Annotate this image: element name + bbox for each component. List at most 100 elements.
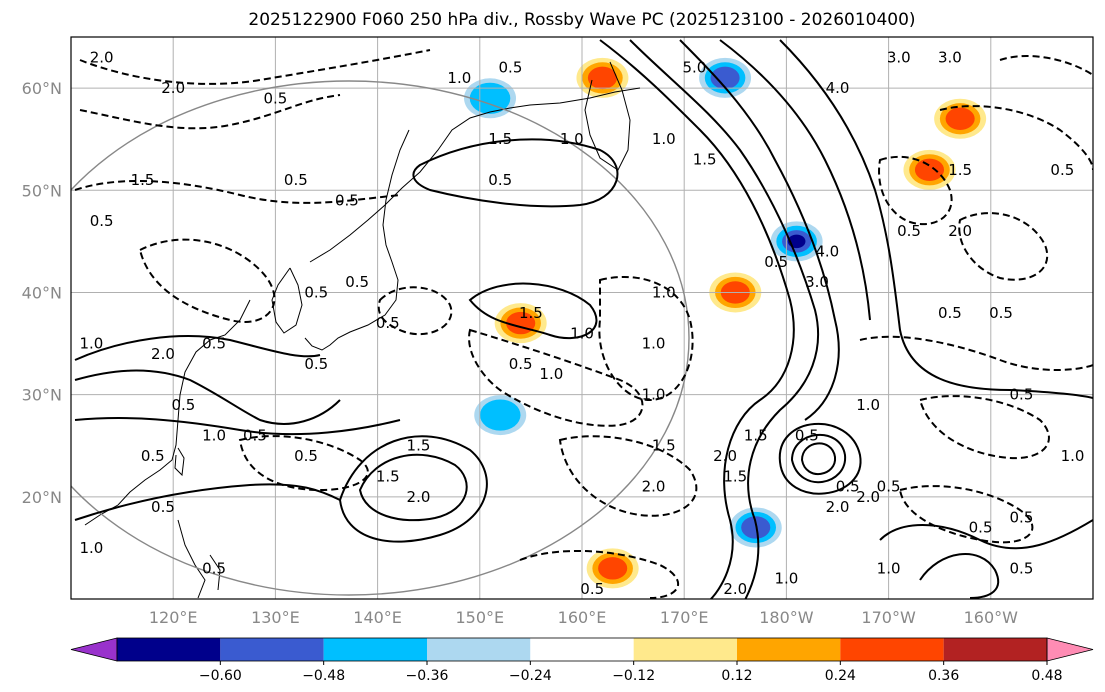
- divergence-blob-1-level-2: [710, 66, 740, 90]
- contour-label-20: 0.5: [897, 222, 921, 240]
- contour-label-17: 4.0: [815, 243, 839, 261]
- contour-positive-6: [468, 282, 598, 340]
- contour-label-53: 2.0: [713, 447, 737, 465]
- contour-label-27: 0.5: [304, 283, 328, 301]
- divergence-blob-0-level-2: [587, 66, 617, 90]
- contour-label-48: 1.0: [642, 335, 666, 353]
- contour-negative-25: [598, 275, 694, 402]
- colorbar-tick-label-7: 0.36: [928, 668, 959, 684]
- contour-label-16: 3.0: [938, 48, 962, 66]
- contour-label-31: 1.0: [80, 335, 104, 353]
- colorbar-tick-label-6: 0.24: [825, 668, 856, 684]
- contour-negative-27: [519, 549, 680, 599]
- coastline-korea: [271, 267, 303, 334]
- contour-label-9: 1.5: [488, 130, 512, 148]
- contour-label-63: 2.0: [723, 580, 747, 598]
- lon-tick-label-180: 180°W: [759, 608, 814, 627]
- gridlines: [71, 37, 1093, 599]
- lon-tick-label-140: 140°E: [353, 608, 402, 627]
- colorbar-tick-label-4: −0.12: [612, 668, 655, 684]
- contour-negative-31: [918, 395, 1050, 460]
- contour-positive-11: [778, 422, 862, 495]
- contour-label-47: 1.0: [652, 283, 676, 301]
- colorbar-segment-1: [220, 638, 324, 661]
- contour-label-44: 1.0: [570, 324, 594, 342]
- contour-label-21: 2.0: [948, 222, 972, 240]
- contour-label-2: 0.5: [263, 89, 287, 107]
- colorbar-segment-0: [117, 638, 221, 661]
- contour-label-13: 5.0: [682, 59, 706, 77]
- contour-negative-24: [468, 328, 644, 427]
- contour-label-5: 0.5: [335, 191, 359, 209]
- contour-label-39: 0.5: [202, 559, 226, 577]
- colorbar-tick-label-0: −0.60: [199, 668, 242, 684]
- contour-label-58: 2.0: [856, 488, 880, 506]
- contour-label-60: 2.0: [826, 498, 850, 516]
- contour-label-49: 1.0: [642, 386, 666, 404]
- contour-label-52: 1.5: [744, 427, 768, 445]
- divergence-fill-layer: [464, 57, 987, 589]
- contour-label-34: 0.5: [243, 427, 267, 445]
- contour-label-12: 1.5: [693, 151, 717, 169]
- contour-label-40: 1.5: [376, 467, 400, 485]
- contour-label-24: 0.5: [90, 212, 114, 230]
- contour-negative-26: [558, 435, 698, 517]
- contour-label-46: 1.0: [539, 365, 563, 383]
- contour-label-30: 0.5: [376, 314, 400, 332]
- coastline-japan: [304, 129, 410, 351]
- contour-label-26: 0.5: [202, 335, 226, 353]
- contour-label-36: 0.5: [294, 447, 318, 465]
- coastline-taiwan: [174, 447, 185, 477]
- contour-positive-4: [779, 39, 1093, 399]
- contour-label-41: 1.5: [407, 437, 431, 455]
- contour-negative-23: [377, 286, 453, 336]
- contour-label-3: 1.5: [131, 171, 155, 189]
- colorbar-tick-label-1: −0.48: [302, 668, 345, 684]
- lat-tick-label-30: 30°N: [22, 386, 62, 405]
- coastline-russia-far-east: [309, 87, 641, 263]
- colorbar-tick-label-5: 0.12: [721, 668, 752, 684]
- contour-positive-8: [358, 453, 468, 522]
- contour-label-14: 4.0: [826, 79, 850, 97]
- rossby-domain-circle: [71, 80, 690, 596]
- contour-label-4: 0.5: [284, 171, 308, 189]
- contour-label-66: 0.5: [1010, 508, 1034, 526]
- colorbar-segment-3: [427, 638, 531, 661]
- contour-label-61: 1.0: [774, 570, 798, 588]
- contour-negative-20: [74, 179, 401, 204]
- contour-label-32: 0.5: [171, 396, 195, 414]
- contour-negative-28: [859, 335, 1093, 371]
- colorbar-tick-label-3: −0.24: [509, 668, 552, 684]
- contour-label-65: 0.5: [969, 518, 993, 536]
- contour-negative-34: [939, 105, 1093, 171]
- longitude-ticks: 120°E 130°E 140°E 150°E 160°E 170°E 180°W 170°W…: [149, 608, 1018, 627]
- contour-positive-12: [74, 335, 321, 361]
- contour-label-1: 2.0: [161, 79, 185, 97]
- contour-label-67: 0.5: [1010, 559, 1034, 577]
- contour-labels: 2.0 2.0 0.5 1.5 0.5 0.5 0.5 1.0 1.0 1.5 0.5 1.0 1.5 5…: [80, 48, 1085, 597]
- contour-positive-3: [719, 39, 871, 321]
- contour-negative-32: [898, 485, 1034, 544]
- lon-tick-label-200: 160°W: [964, 608, 1019, 627]
- contour-positive-15: [74, 483, 341, 521]
- contour-label-42: 2.0: [407, 488, 431, 506]
- contour-label-62: 1.0: [877, 559, 901, 577]
- lon-tick-label-190: 170°W: [861, 608, 916, 627]
- contour-positive-9: [790, 433, 847, 484]
- contour-label-35: 0.5: [141, 447, 165, 465]
- lon-tick-label-160: 160°E: [558, 608, 607, 627]
- contour-label-29: 0.5: [304, 355, 328, 373]
- contour-positive-14: [74, 417, 401, 436]
- contour-negative-30: [958, 212, 1049, 281]
- divergence-blob-8-level-2: [598, 557, 628, 580]
- contour-label-37: 0.5: [151, 498, 175, 516]
- colorbar-segment-5: [633, 638, 737, 661]
- colorbar-segment-6: [737, 638, 841, 661]
- contour-positive-10: [800, 442, 837, 476]
- contour-label-70: 0.5: [938, 304, 962, 322]
- contour-negative-22: [238, 435, 369, 492]
- contour-negative-33: [999, 54, 1093, 76]
- coastline-philippines: [177, 519, 221, 599]
- colorbar: −0.60 −0.48 −0.36 −0.24 −0.12 0.12 0.24 0.36 0.4…: [70, 637, 1094, 684]
- contour-label-6: 0.5: [499, 59, 523, 77]
